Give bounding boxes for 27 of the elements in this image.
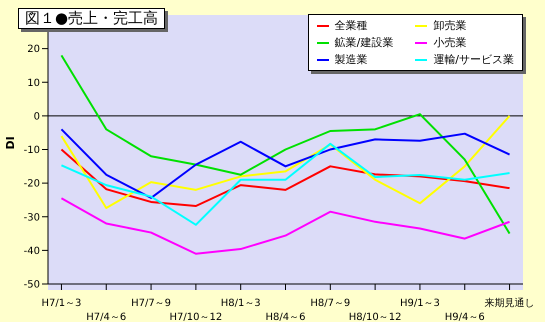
y-axis-title: DI xyxy=(4,136,17,150)
x-tick-label: H8/1～3 xyxy=(220,298,261,309)
y-tick-label: 0 xyxy=(34,111,40,122)
y-tick-label: -20 xyxy=(24,178,40,190)
legend-label: 運輸/サービス業 xyxy=(433,52,514,67)
x-tick-label: H7/1～3 xyxy=(41,298,82,309)
legend-label: 全業種 xyxy=(334,18,368,33)
x-tick-label: H9/1～3 xyxy=(400,298,440,309)
x-tick-label: H8/10～12 xyxy=(348,312,402,322)
x-tick-label: H8/7～9 xyxy=(310,298,350,309)
legend-label: 小売業 xyxy=(433,35,466,50)
y-tick-label: -30 xyxy=(24,212,40,224)
y-tick-label: 20 xyxy=(27,44,40,56)
chart-title: 図１●売上・完工高 xyxy=(18,8,166,29)
x-tick-label: H9/4～6 xyxy=(444,312,485,322)
x-tick-label: H7/7～9 xyxy=(131,298,172,309)
y-tick-label: 10 xyxy=(27,78,40,89)
x-tick-label: H7/4～6 xyxy=(86,312,126,322)
y-tick-label: -10 xyxy=(24,145,40,156)
x-tick-label: 来期見通し xyxy=(484,297,535,309)
legend-label: 卸売業 xyxy=(433,18,466,33)
x-tick-label: H7/10～12 xyxy=(170,312,222,322)
x-tick-label: H8/4～6 xyxy=(266,312,306,322)
legend-label: 製造業 xyxy=(334,52,368,67)
y-tick-label: -40 xyxy=(24,246,40,257)
y-tick-label: -50 xyxy=(24,280,40,291)
legend-label: 鉱業/建設業 xyxy=(334,35,394,50)
